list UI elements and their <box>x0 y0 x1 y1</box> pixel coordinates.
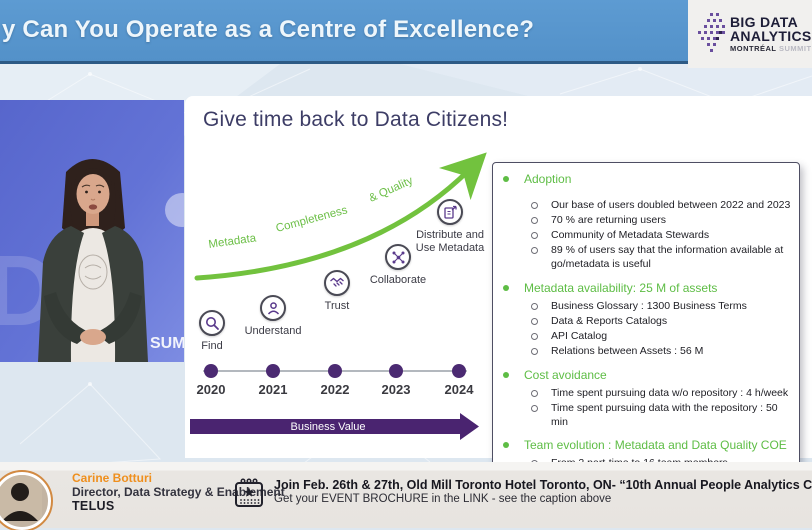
logo-city: MONTRÉAL <box>730 44 777 54</box>
curve-label-quality: & Quality <box>367 175 415 205</box>
calendar-icon <box>234 477 264 514</box>
list-item: Time spent pursuing data with the reposi… <box>531 402 795 429</box>
section-title: Metadata availability: 25 M of assets <box>524 280 718 295</box>
panel-section-cost-avoidance: Cost avoidance Time spent pursuing data … <box>502 368 795 429</box>
list-item: Relations between Assets : 56 M <box>531 345 795 359</box>
presenter-illustration: DA SUM <box>0 100 184 362</box>
bullet-icon <box>503 176 509 182</box>
stage-label: Understand <box>244 325 302 337</box>
list-item: Data & Reports Catalogs <box>531 315 795 329</box>
stage-label: Collaborate <box>369 274 427 286</box>
speaker-avatar <box>0 470 53 530</box>
list-item: 89 % of users say that the information a… <box>531 244 795 271</box>
handshake-icon <box>324 270 350 296</box>
panel-section-adoption: Adoption Our base of users doubled betwe… <box>502 172 795 272</box>
logo-line1: BIG DATA <box>730 14 798 31</box>
logo-event: SUMMIT <box>778 44 812 54</box>
speaker-role: Director, Data Strategy & Enablement <box>72 485 285 500</box>
speaker-company: TELUS <box>72 499 115 514</box>
summit-logo: BIG DATA ANALYTICS MONTRÉAL SUMMIT <box>688 0 812 68</box>
stage-label: Find <box>201 340 223 352</box>
list-item: 70 % are returning users <box>531 214 795 228</box>
footer-banner: Carine Botturi Director, Data Strategy &… <box>0 462 812 530</box>
year-2024: 2024 <box>445 382 475 397</box>
circle-marker-icon <box>531 404 538 412</box>
list-item: Time spent pursuing data w/o repository … <box>531 387 795 401</box>
magnifier-icon <box>199 310 225 336</box>
header-bar: y Can You Operate as a Centre of Excelle… <box>0 0 812 64</box>
document-share-icon <box>437 199 463 225</box>
list-item: API Catalog <box>531 330 795 344</box>
circle-marker-icon <box>531 389 538 397</box>
presenter-video[interactable]: DA SUM <box>0 100 184 362</box>
person-icon <box>260 295 286 321</box>
list-item: Community of Metadata Stewards <box>531 229 795 243</box>
list-item: Our base of users doubled between 2022 a… <box>531 199 795 213</box>
logo-dots-pattern <box>698 13 725 52</box>
timeline-year-labels: 2020 2021 2022 2023 2024 <box>197 382 475 397</box>
speaker-name: Carine Botturi <box>72 471 153 485</box>
stage-label: Trust <box>324 300 350 312</box>
circle-marker-icon <box>531 202 538 209</box>
stage-understand: Understand <box>245 295 301 337</box>
year-2022: 2022 <box>321 382 350 397</box>
event-line1: Join Feb. 26th & 27th, Old Mill Toronto … <box>274 478 812 492</box>
backdrop-text: SUM <box>150 335 184 352</box>
circle-marker-icon <box>531 348 538 356</box>
business-value-arrow <box>190 413 479 440</box>
circle-marker-icon <box>531 217 538 225</box>
bullet-icon <box>503 442 509 449</box>
avatar-silhouette <box>0 475 42 521</box>
curve-label-metadata: Metadata <box>208 232 258 251</box>
panel-section-metadata-availability: Metadata availability: 25 M of assets Bu… <box>502 281 795 359</box>
metrics-panel: Adoption Our base of users doubled betwe… <box>492 162 800 466</box>
stage-trust: Trust <box>324 270 350 312</box>
year-2020: 2020 <box>197 382 226 397</box>
page-title: y Can You Operate as a Centre of Excelle… <box>2 16 535 43</box>
circle-marker-icon <box>531 232 538 240</box>
section-title: Adoption <box>524 172 572 186</box>
stage-find: Find <box>199 310 225 352</box>
event-announcement: Join Feb. 26th & 27th, Old Mill Toronto … <box>274 478 812 507</box>
maturity-curve-arrow <box>194 152 487 281</box>
network-icon <box>385 244 411 270</box>
circle-marker-icon <box>531 247 538 255</box>
stage-collaborate: Collaborate <box>370 244 426 286</box>
year-2023: 2023 <box>382 382 411 397</box>
year-2021: 2021 <box>259 382 288 397</box>
list-item: Business Glossary : 1300 Business Terms <box>531 300 795 314</box>
bullet-icon <box>503 284 509 291</box>
circle-marker-icon <box>531 302 538 310</box>
event-line2: Get your EVENT BROCHURE in the LINK - se… <box>274 493 612 505</box>
slide-title: Give time back to Data Citizens! <box>203 108 509 131</box>
bullet-icon <box>503 371 509 378</box>
presenter-figure <box>38 159 148 362</box>
logo-line2: ANALYTICS <box>730 28 812 45</box>
logo-line3: MONTRÉAL SUMMIT <box>730 45 812 53</box>
section-title: Team evolution : Metadata and Data Quali… <box>524 438 787 453</box>
circle-marker-icon <box>531 332 538 340</box>
maturity-timeline-diagram: Metadata Completeness & Quality 2020 202… <box>190 152 487 440</box>
stage-label: Distribute and Use Metadata <box>415 229 485 254</box>
stage-distribute: Distribute and Use Metadata <box>416 199 484 254</box>
section-title: Cost avoidance <box>524 367 607 382</box>
curve-label-completeness: Completeness <box>275 204 349 235</box>
business-value-label: Business Value <box>290 421 365 433</box>
timeline-dots <box>204 364 466 378</box>
circle-marker-icon <box>531 317 538 325</box>
speaker-info: Carine Botturi Director, Data Strategy &… <box>72 471 285 514</box>
